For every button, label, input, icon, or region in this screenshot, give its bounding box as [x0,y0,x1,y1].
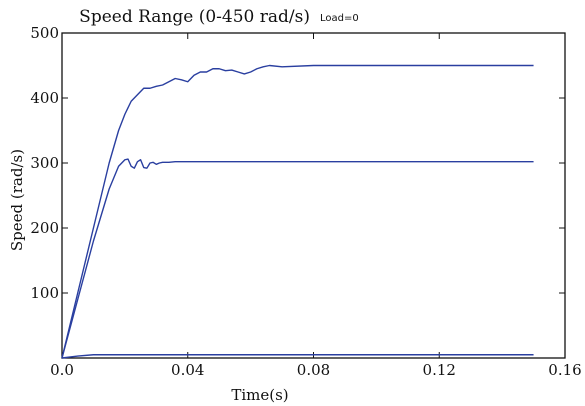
series-lines [61,64,534,359]
axis-ticks: 0.0 0.04 0.08 0.12 0.16 100 200 300 400 500 [30,24,581,379]
y-tick-label: 400 [30,89,59,107]
x-axis-label: Time(s) [231,386,288,404]
x-tick-label: 0.16 [548,361,581,379]
series-line-3 [61,354,534,359]
y-tick-label: 300 [30,154,59,172]
series-line-2 [61,158,534,359]
y-tick-label: 100 [30,284,59,302]
plot-frame [61,32,566,359]
x-tick-label: 0.04 [171,361,204,379]
chart-title: Speed Range (0-450 rad/s) [79,7,310,27]
y-axis-label: Speed (rad/s) [8,149,26,251]
y-tick-label: 500 [30,24,59,42]
x-tick-label: 0.08 [297,361,330,379]
x-tick-label: 0.0 [50,361,74,379]
series-line-1 [61,64,534,359]
x-tick-label: 0.12 [423,361,456,379]
y-tick-label: 200 [30,219,59,237]
chart-subtitle: Load=0 [320,13,359,24]
